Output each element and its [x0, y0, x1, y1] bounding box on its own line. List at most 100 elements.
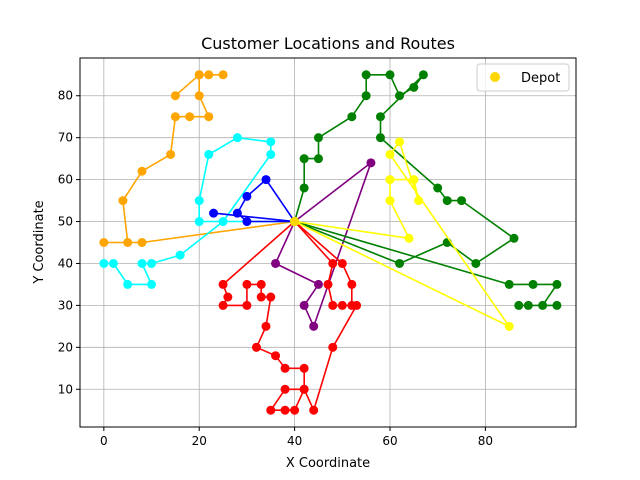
customer-point: [271, 351, 281, 361]
customer-point: [347, 112, 357, 122]
customer-point: [218, 217, 228, 227]
customer-point: [509, 233, 519, 243]
routes: [99, 70, 562, 415]
customer-point: [185, 112, 195, 122]
y-tick-label: 80: [58, 89, 73, 103]
legend-marker-depot: [490, 72, 500, 82]
customer-point: [471, 258, 481, 268]
y-axis-label: Y Coordinate: [32, 200, 47, 284]
customer-point: [251, 342, 261, 352]
grid: [80, 58, 576, 427]
customer-point: [194, 217, 204, 227]
customer-point: [385, 70, 395, 80]
x-tick-label: 40: [287, 434, 302, 448]
customer-point: [261, 175, 271, 185]
customer-point: [242, 217, 252, 227]
x-tick-label: 80: [478, 434, 493, 448]
customer-point: [347, 279, 357, 289]
customer-point: [204, 149, 214, 159]
route-6: [290, 70, 562, 310]
customer-point: [313, 154, 323, 164]
customer-point: [232, 133, 242, 143]
customer-point: [395, 258, 405, 268]
customer-point: [299, 154, 309, 164]
customer-point: [442, 196, 452, 206]
customer-point: [323, 279, 333, 289]
x-tick-label: 60: [382, 434, 397, 448]
customer-point: [242, 300, 252, 310]
customer-point: [123, 238, 133, 247]
customer-point: [361, 91, 371, 101]
plot-frame: [79, 57, 577, 428]
customer-point: [375, 133, 385, 143]
customer-point: [256, 279, 266, 289]
y-tick-label: 60: [58, 173, 73, 187]
customer-point: [418, 70, 428, 80]
customer-point: [299, 384, 309, 394]
customer-point: [123, 279, 133, 289]
customer-point: [299, 300, 309, 310]
customer-point: [385, 149, 395, 159]
customer-point: [457, 196, 467, 206]
customer-point: [261, 321, 271, 331]
customer-point: [309, 405, 319, 415]
customer-point: [108, 258, 118, 268]
customer-point: [147, 279, 157, 289]
depot-marker: [290, 217, 300, 227]
customer-point: [504, 279, 514, 289]
customer-point: [409, 82, 419, 92]
customer-point: [223, 292, 233, 302]
customer-point: [118, 196, 128, 206]
customer-point: [280, 363, 290, 373]
customer-point: [337, 258, 347, 268]
y-tick-label: 50: [58, 215, 73, 229]
y-tick-label: 40: [58, 256, 73, 270]
customer-point: [170, 112, 180, 122]
customer-point: [175, 250, 185, 260]
customer-point: [404, 233, 414, 243]
legend: Depot: [476, 63, 570, 92]
customer-point: [209, 208, 219, 218]
customer-point: [328, 258, 338, 268]
customer-point: [170, 91, 180, 101]
customer-point: [242, 279, 252, 289]
customer-point: [433, 183, 443, 193]
y-tick-label: 30: [58, 298, 73, 312]
x-tick-label: 20: [192, 434, 207, 448]
customer-point: [218, 70, 228, 80]
y-tick-label: 10: [58, 382, 73, 396]
customer-point: [194, 70, 204, 80]
customer-point: [99, 238, 109, 247]
customer-point: [290, 405, 300, 415]
customer-point: [232, 208, 242, 218]
route-line: [294, 141, 511, 328]
customer-point: [395, 137, 405, 147]
route-line: [103, 74, 295, 244]
customer-point: [552, 300, 562, 310]
customer-point: [194, 196, 204, 206]
ticks: 0 20 40 60 80 10 20 30 40 50 60 70 80: [58, 89, 493, 448]
customer-point: [313, 279, 323, 289]
customer-point: [375, 112, 385, 122]
customer-point: [299, 363, 309, 373]
customer-point: [194, 91, 204, 101]
customer-point: [280, 405, 290, 415]
customer-point: [137, 258, 147, 268]
customer-point: [204, 70, 214, 80]
customer-point: [514, 300, 524, 310]
x-axis-label: X Coordinate: [286, 456, 370, 471]
customer-point: [504, 321, 514, 331]
customer-point: [328, 300, 338, 310]
y-tick-label: 70: [58, 131, 73, 145]
customer-point: [242, 191, 252, 201]
customer-point: [313, 133, 323, 143]
y-tick-label: 20: [58, 340, 73, 354]
customer-point: [352, 300, 362, 310]
customer-point: [523, 300, 533, 310]
customer-point: [328, 342, 338, 352]
customer-point: [395, 91, 405, 101]
customer-point: [385, 196, 395, 206]
customer-point: [299, 183, 309, 193]
customer-point: [280, 384, 290, 394]
